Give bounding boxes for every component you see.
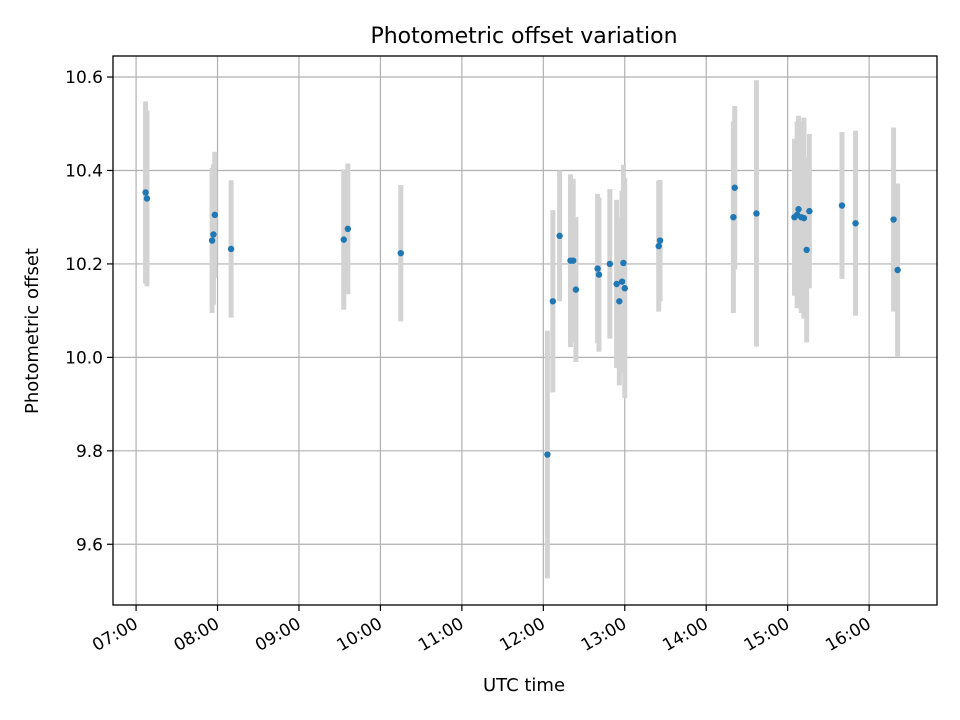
error-bars — [143, 80, 901, 579]
y-tick-label-2: 10.0 — [65, 348, 103, 368]
data-point-33 — [803, 246, 810, 254]
data-point-14 — [572, 286, 580, 293]
x-tick-label-9: 16:00 — [822, 614, 874, 656]
data-point-8 — [397, 249, 404, 257]
data-point-15 — [594, 265, 601, 272]
data-point-0 — [142, 189, 149, 196]
data-point-34 — [806, 207, 813, 215]
data-point-21 — [620, 259, 627, 267]
x-tick-label-6: 13:00 — [578, 614, 630, 656]
x-tick-label-3: 10:00 — [333, 614, 385, 656]
y-tick-label-5: 10.6 — [65, 68, 103, 88]
data-point-35 — [838, 202, 846, 209]
y-axis-ticks: 9.6 9.8 10.0 10.2 10.4 10.6 — [65, 68, 113, 555]
data-point-3 — [210, 231, 217, 238]
data-point-23 — [655, 242, 662, 250]
data-point-13 — [569, 257, 577, 264]
data-point-24 — [656, 237, 664, 244]
data-point-18 — [613, 280, 620, 288]
y-tick-label-0: 9.6 — [76, 535, 103, 555]
y-tick-label-1: 9.8 — [76, 442, 103, 462]
data-point-2 — [208, 237, 216, 244]
data-point-4 — [211, 211, 219, 219]
y-tick-label-3: 10.2 — [65, 255, 103, 275]
data-point-38 — [894, 266, 901, 274]
x-tick-label-7: 14:00 — [659, 614, 711, 656]
grid-lines — [113, 56, 937, 605]
data-point-27 — [753, 210, 760, 217]
x-axis-label: UTC time — [483, 675, 565, 696]
x-tick-label-2: 09:00 — [252, 614, 304, 656]
data-point-30 — [795, 206, 802, 213]
x-tick-label-1: 08:00 — [171, 614, 223, 656]
data-point-25 — [730, 213, 737, 221]
data-point-37 — [890, 216, 897, 223]
plot-area-frame — [112, 55, 938, 606]
data-point-7 — [344, 225, 352, 233]
data-point-26 — [731, 184, 738, 191]
data-point-6 — [340, 236, 347, 243]
y-axis-label: Photometric offset — [22, 248, 43, 414]
data-point-20 — [618, 278, 626, 285]
data-point-5 — [227, 245, 235, 253]
data-point-32 — [800, 214, 808, 222]
chart-title: Photometric offset variation — [370, 24, 677, 49]
x-tick-label-0: 07:00 — [89, 614, 141, 656]
data-point-22 — [621, 285, 628, 292]
y-tick-label-4: 10.4 — [65, 161, 103, 181]
data-point-16 — [595, 271, 603, 278]
data-point-19 — [616, 298, 623, 305]
x-tick-label-4: 11:00 — [415, 614, 467, 656]
x-tick-label-5: 12:00 — [496, 614, 548, 656]
x-axis-ticks: 07:00 08:00 09:00 10:00 11:00 12:00 13:00 14:00… — [89, 605, 875, 656]
data-point-17 — [606, 260, 614, 268]
data-point-11 — [556, 232, 563, 240]
data-point-36 — [852, 220, 859, 227]
data-points — [142, 184, 901, 458]
data-point-10 — [549, 298, 557, 305]
x-tick-label-8: 15:00 — [741, 614, 793, 656]
data-point-1 — [143, 195, 151, 202]
data-point-9 — [544, 451, 551, 458]
